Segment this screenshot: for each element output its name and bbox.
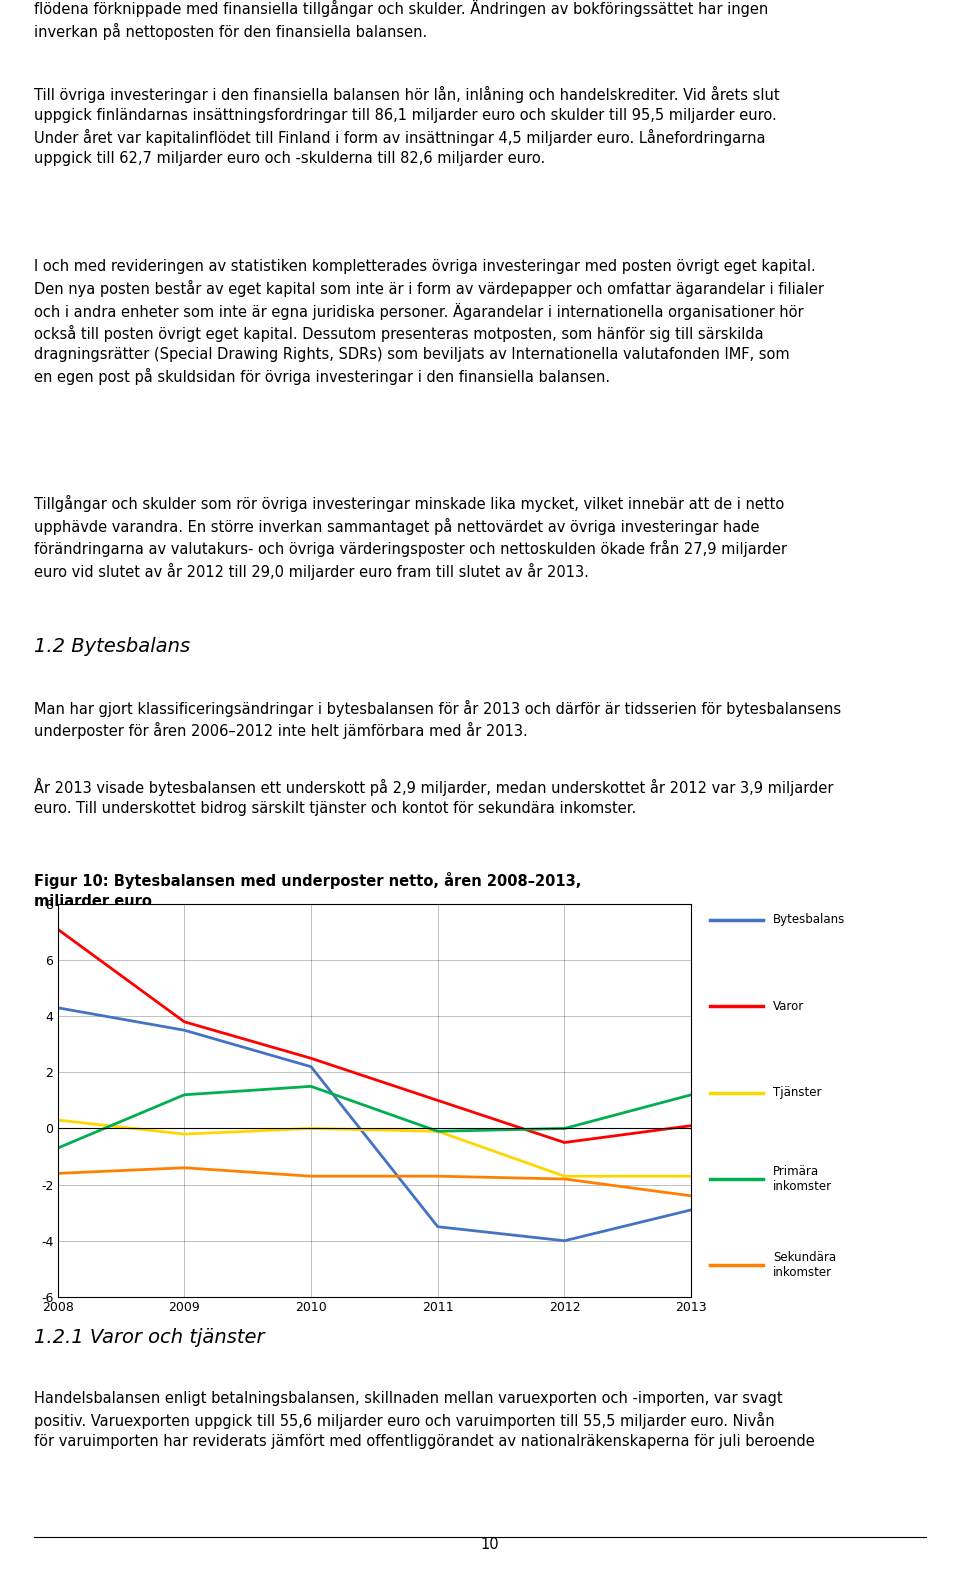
Text: Handelsbalansen enligt betalningsbalansen, skillnaden mellan varuexporten och -i: Handelsbalansen enligt betalningsbalanse…: [34, 1391, 814, 1449]
Text: 1.2 Bytesbalans: 1.2 Bytesbalans: [34, 637, 190, 656]
Text: Tillgångar och skulder som rör övriga investeringar minskade lika mycket, vilket: Tillgångar och skulder som rör övriga in…: [34, 495, 786, 580]
Text: Figur 10: Bytesbalansen med underposter netto, åren 2008–2013,
miljarder euro: Figur 10: Bytesbalansen med underposter …: [34, 872, 581, 909]
Text: Primära
inkomster: Primära inkomster: [773, 1165, 832, 1193]
Text: 1.2.1 Varor och tjänster: 1.2.1 Varor och tjänster: [34, 1328, 264, 1347]
Text: flödena förknippade med finansiella tillgångar och skulder. Ändringen av bokföri: flödena förknippade med finansiella till…: [34, 0, 768, 39]
Text: Tjänster: Tjänster: [773, 1086, 822, 1099]
Text: Bytesbalans: Bytesbalans: [773, 913, 845, 926]
Text: Man har gjort klassificeringsändringar i bytesbalansen för år 2013 och därför är: Man har gjort klassificeringsändringar i…: [34, 700, 841, 739]
Text: Sekundära
inkomster: Sekundära inkomster: [773, 1251, 836, 1280]
Text: Varor: Varor: [773, 1000, 804, 1012]
Text: År 2013 visade bytesbalansen ett underskott på 2,9 miljarder, medan underskottet: År 2013 visade bytesbalansen ett undersk…: [34, 778, 833, 816]
Text: 10: 10: [480, 1537, 498, 1553]
Text: Till övriga investeringar i den finansiella balansen hör lån, inlåning och hande: Till övriga investeringar i den finansie…: [34, 86, 780, 165]
Text: I och med revideringen av statistiken kompletterades övriga investeringar med po: I och med revideringen av statistiken ko…: [34, 259, 824, 385]
